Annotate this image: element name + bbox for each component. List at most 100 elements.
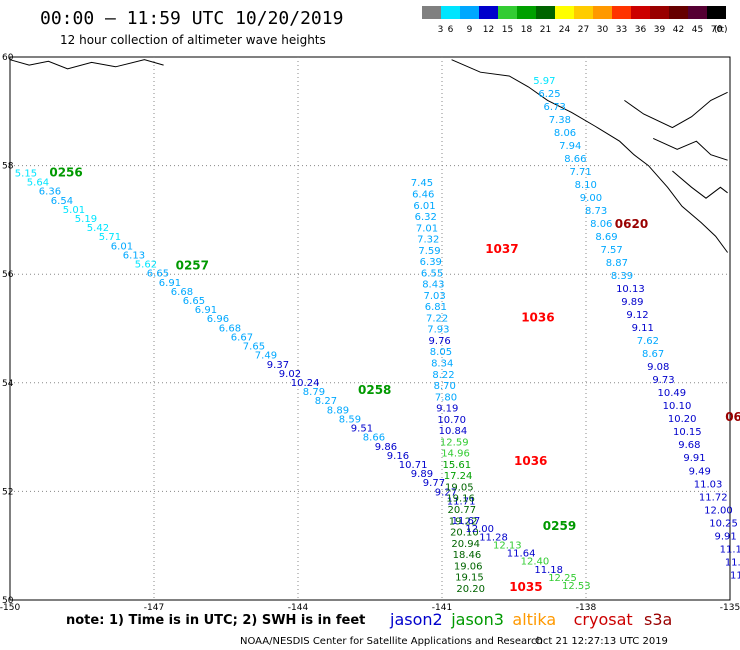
coastline-segment — [9, 59, 164, 70]
footer-timestamp: Oct 21 12:27:13 UTC 2019 — [535, 636, 668, 647]
wave-height-value: 7.93 — [427, 325, 449, 336]
legend-swatch — [612, 6, 631, 19]
wave-height-value: 6.39 — [420, 257, 442, 268]
wave-height-value: 8.73 — [585, 206, 607, 217]
legend-swatch — [422, 6, 441, 19]
wave-height-value: 11.1 — [720, 544, 740, 555]
legend-unit: (ft) — [714, 25, 728, 35]
wave-height-value: 8.59 — [339, 414, 361, 425]
track-time-label: 0257 — [176, 258, 209, 272]
legend-tick-label: 15 — [502, 25, 513, 35]
wave-height-value: 10.70 — [437, 415, 466, 426]
wave-height-legend: 3 6 9 12 15 18 21 24 27 30 33 36 39 42 45 70(ft) — [422, 6, 728, 35]
satellite-legend: jason2 jason3 altika cryosat s3a — [389, 610, 672, 629]
map-subtitle: 12 hour collection of altimeter wave hei… — [60, 33, 326, 47]
wave-height-value: 7.62 — [637, 336, 659, 347]
lon-label: -147 — [144, 603, 164, 613]
legend-swatch — [498, 6, 517, 19]
wave-height-value: 5.97 — [533, 76, 555, 87]
legend-tick-label: 18 — [521, 25, 533, 35]
legend-swatch — [631, 6, 650, 19]
wave-height-value: 6.91 — [195, 305, 217, 316]
satellite-name: s3a — [644, 610, 672, 629]
lon-label: -150 — [0, 603, 20, 613]
wave-height-value: 20.20 — [456, 584, 485, 595]
track-time-label: 0259 — [543, 519, 576, 533]
wave-height-value: 9.77 — [423, 478, 445, 489]
legend-tick-label: 3 — [438, 25, 444, 35]
wave-height-value: 8.39 — [611, 271, 633, 282]
wave-height-value: 5.19 — [75, 214, 97, 225]
wave-height-value: 7.65 — [243, 342, 265, 353]
wave-height-value: 10.10 — [663, 401, 692, 412]
legend-swatch — [441, 6, 460, 19]
wave-height-value: 8.06 — [590, 219, 612, 230]
wave-height-value: 9.68 — [678, 440, 700, 451]
wave-height-value: 5.64 — [27, 178, 49, 189]
legend-swatch — [479, 6, 498, 19]
coastline-segment — [652, 137, 728, 161]
legend-swatch — [593, 6, 612, 19]
lon-label: -138 — [576, 603, 597, 613]
wave-height-value: 7.22 — [426, 313, 448, 324]
wave-height-value: 8.10 — [575, 180, 597, 191]
graticule — [10, 57, 730, 600]
lon-label: -144 — [288, 603, 309, 613]
wave-height-value: 10.24 — [291, 378, 320, 389]
wave-height-value: 9.11 — [632, 323, 654, 334]
wave-height-value: 9.89 — [411, 469, 433, 480]
wave-height-value: 7.80 — [435, 392, 457, 403]
wave-height-value: 19.06 — [454, 561, 483, 572]
wave-height-value: 18.46 — [453, 550, 482, 561]
wave-height-value: 12.59 — [440, 437, 469, 448]
track-time-label: 0620 — [615, 217, 648, 231]
lon-label: -135 — [720, 603, 740, 613]
legend-swatch — [707, 6, 726, 19]
legend-swatch — [669, 6, 688, 19]
legend-tick-label: 6 — [448, 25, 454, 35]
wave-height-value: 12.40 — [521, 557, 550, 568]
wave-height-value: 7.32 — [417, 235, 439, 246]
track-time-label: 0258 — [358, 383, 391, 397]
lat-label: 50 — [2, 596, 14, 606]
wave-height-value: 6.25 — [538, 89, 560, 100]
wave-height-value: 7.57 — [601, 245, 623, 256]
wave-height-value: 19.05 — [445, 482, 474, 493]
lat-label: 52 — [2, 487, 13, 497]
legend-swatch — [517, 6, 536, 19]
wave-height-value: 6.68 — [219, 323, 241, 334]
wave-height-value: 9.27 — [435, 487, 457, 498]
wave-height-value: 8.89 — [327, 405, 349, 416]
wave-height-value: 12.53 — [562, 581, 591, 592]
coastline-segment — [451, 59, 729, 253]
wave-height-value: 5.62 — [135, 260, 157, 271]
footer-note: note: 1) Time is in UTC; 2) SWH is in fe… — [66, 613, 365, 628]
legend-tick-label: 36 — [635, 25, 647, 35]
legend-tick-label: 45 — [692, 25, 703, 35]
wave-height-value: 10.13 — [616, 284, 645, 295]
wave-height-value: 6.13 — [123, 250, 145, 261]
wave-height-value: 7.71 — [569, 167, 591, 178]
wave-height-value: 8.27 — [315, 396, 337, 407]
wave-height-value: 9.08 — [647, 362, 669, 373]
wave-height-value: 12.13 — [493, 540, 522, 551]
wave-height-value: 9.51 — [351, 424, 373, 435]
wave-height-value: 8.87 — [606, 258, 628, 269]
wave-height-value: 9.86 — [375, 442, 397, 453]
wave-height-value: 20.77 — [448, 505, 477, 516]
wave-height-value: 7.59 — [418, 246, 440, 257]
wave-height-value: 11.28 — [479, 532, 508, 543]
legend-swatch — [460, 6, 479, 19]
wave-height-value: 9.12 — [626, 310, 648, 321]
wave-height-value: 6.65 — [147, 269, 169, 280]
wave-height-value: 11 — [730, 570, 740, 581]
wave-height-value: 6.32 — [415, 212, 437, 223]
map-frame — [9, 56, 731, 601]
wave-height-value: 9.89 — [621, 297, 643, 308]
legend-tick-label: 9 — [467, 25, 473, 35]
wave-height-value: 7.03 — [423, 291, 445, 302]
satellite-name: cryosat — [574, 610, 633, 629]
wave-height-value: 6.91 — [159, 278, 181, 289]
wave-height-value: 6.96 — [207, 314, 229, 325]
wave-height-value: 9.37 — [267, 360, 289, 371]
